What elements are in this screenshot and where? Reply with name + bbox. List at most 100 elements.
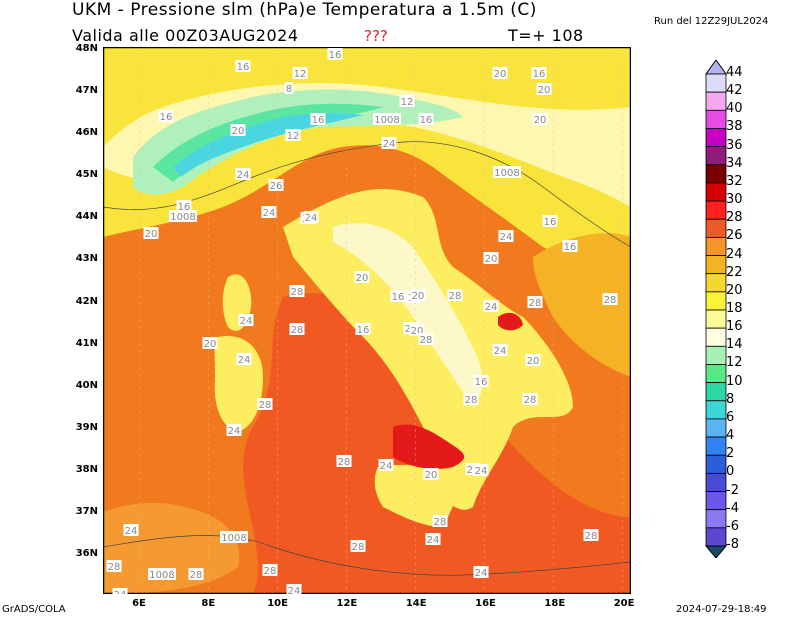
colorbar-top-arrow	[705, 60, 727, 75]
contour-label-bg	[350, 540, 366, 552]
contour-label: 24	[114, 590, 127, 594]
colorbar-segment	[705, 472, 727, 492]
contour-label-bg	[399, 95, 415, 107]
contour-label: 16	[420, 115, 433, 126]
colorbar-segment	[705, 436, 727, 456]
colorbar-segment	[705, 345, 727, 365]
lat-tick-label: 39N	[75, 421, 98, 433]
contour-label: 1008	[170, 212, 195, 223]
contour-label-bg	[286, 584, 302, 594]
colorbar-segment	[705, 400, 727, 420]
lon-tick-label: 18E	[544, 598, 566, 609]
contour-label-bg	[423, 468, 439, 480]
contour-label-bg	[169, 210, 197, 222]
contour-label-bg	[148, 568, 176, 580]
contour-label: 28	[108, 562, 121, 573]
isobar-1008-south	[103, 535, 631, 576]
colorbar-label: -4	[726, 500, 739, 516]
colorbar-segment	[705, 255, 727, 275]
colorbar-label: 0	[726, 464, 735, 480]
contour-label: 8	[286, 84, 292, 95]
contour-label: 24	[383, 139, 396, 150]
contour-label-bg	[123, 524, 139, 536]
contour-label: 20	[527, 356, 540, 367]
contour-label-bg	[261, 206, 277, 218]
contour-label: 1008	[221, 533, 246, 544]
contour-label: 24	[263, 208, 276, 219]
colorbar-label: 22	[726, 264, 743, 280]
contour-label: 12	[401, 97, 414, 108]
contour-label-bg	[525, 354, 541, 366]
contour-label: 24	[475, 466, 488, 477]
contour-label: 16	[178, 202, 191, 213]
colorbar-segment	[705, 200, 727, 220]
lat-tick-label: 43N	[75, 253, 98, 265]
lon-tick-label: 14E	[405, 598, 427, 609]
contour-label-bg	[292, 67, 308, 79]
contour-label: 26	[270, 181, 283, 192]
colorbar-label: 40	[726, 101, 743, 117]
contour-label: 20	[356, 273, 369, 284]
contour-label: 24	[240, 316, 253, 327]
contour-label-bg	[268, 179, 284, 191]
contour-label: 28	[465, 395, 478, 406]
contour-label: 1008	[374, 115, 399, 126]
colorbar-segment	[705, 509, 727, 529]
contour-label: 20	[534, 115, 547, 126]
contour-label: 28	[190, 570, 203, 581]
contour-label: 28	[352, 542, 365, 553]
contour-label: 16	[160, 112, 173, 123]
contour-label-bg	[355, 323, 371, 335]
contour-label: 28	[264, 566, 277, 577]
colorbar-label: 44	[726, 65, 743, 80]
colorbar-label: -6	[726, 518, 739, 534]
forecast-step: T=+ 108	[508, 26, 584, 45]
colorbar-label: -8	[726, 537, 739, 552]
contour-label-bg	[289, 285, 305, 297]
contour-label-bg	[284, 82, 294, 94]
contour-label-bg	[527, 296, 543, 308]
contour-label: 16	[564, 242, 577, 253]
contour-label-bg	[327, 48, 343, 60]
run-time: Run del 12Z29JUL2024	[654, 16, 769, 27]
contour-label: 16	[544, 217, 557, 228]
lat-tick-label: 41N	[75, 337, 98, 349]
colorbar-label: 28	[726, 210, 743, 226]
contour-label-bg	[536, 83, 552, 95]
contour-label: 24	[288, 586, 301, 594]
contour-label: 28	[529, 298, 542, 309]
contour-label-bg	[236, 353, 252, 365]
contour-label: 24	[494, 346, 507, 357]
contour-label-bg	[220, 531, 248, 543]
colorbar-segment	[705, 273, 727, 293]
contour-label: 24	[475, 568, 488, 579]
lat-tick-label: 44N	[75, 211, 98, 223]
contour-label-bg	[432, 515, 448, 527]
colorbar-label: 14	[726, 337, 743, 353]
contour-label-bg	[285, 129, 301, 141]
colorbar-segment	[705, 491, 727, 511]
contour-label-bg	[336, 455, 352, 467]
contour-label: 24	[228, 426, 241, 437]
contour-label: 12	[294, 69, 307, 80]
contour-label: 1008	[149, 570, 174, 581]
contour-label-bg	[522, 393, 538, 405]
contour-label: 20	[204, 339, 217, 350]
contour-label-bg	[310, 113, 326, 125]
contour-label-bg	[473, 464, 489, 476]
map-frame	[103, 47, 631, 594]
contour-label-bg	[473, 375, 489, 387]
contour-label-bg	[532, 113, 548, 125]
contour-label: 16	[329, 50, 342, 61]
contour-label-bg	[112, 588, 128, 594]
colorbar-label: 12	[726, 355, 743, 371]
contour-label-bg	[238, 314, 254, 326]
contour-label-bg	[106, 560, 122, 572]
contour-label-bg	[373, 113, 401, 125]
colorbar-label: 8	[726, 391, 735, 407]
contour-label-bg	[354, 271, 370, 283]
contour-label-bg	[257, 398, 273, 410]
lat-tick-label: 45N	[75, 169, 98, 181]
